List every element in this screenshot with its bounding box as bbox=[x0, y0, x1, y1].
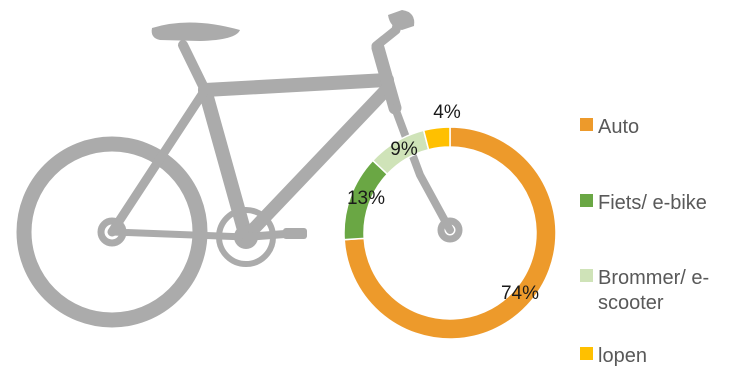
data-label-auto: 74% bbox=[501, 283, 539, 304]
legend-swatch-brommer bbox=[580, 269, 593, 282]
data-label-brommer: 9% bbox=[390, 139, 418, 160]
legend-swatch-lopen bbox=[580, 347, 593, 360]
legend-label-brommer: Brommer/ e-scooter bbox=[598, 267, 709, 314]
donut-slice-lopen bbox=[422, 126, 451, 151]
legend: Auto Fiets/ e-bike Brommer/ e-scooter lopen bbox=[580, 116, 709, 366]
legend-swatch-fiets bbox=[580, 194, 593, 207]
legend-label-fiets: Fiets/ e-bike bbox=[598, 192, 707, 214]
legend-label-auto: Auto bbox=[598, 116, 639, 138]
legend-swatch-auto bbox=[580, 118, 593, 131]
pedal-icon bbox=[283, 228, 307, 239]
saddle-icon bbox=[151, 22, 240, 41]
data-label-fiets: 13% bbox=[347, 188, 385, 209]
donut-chart bbox=[343, 126, 557, 340]
donut-slice-auto bbox=[343, 126, 557, 340]
handlebar-grip-icon bbox=[388, 10, 415, 30]
slice-labels: 74% 13% 9% 4% bbox=[347, 102, 539, 304]
data-label-lopen: 4% bbox=[433, 102, 461, 123]
bicycle-icon bbox=[16, 15, 463, 328]
legend-label-lopen: lopen bbox=[598, 345, 647, 366]
